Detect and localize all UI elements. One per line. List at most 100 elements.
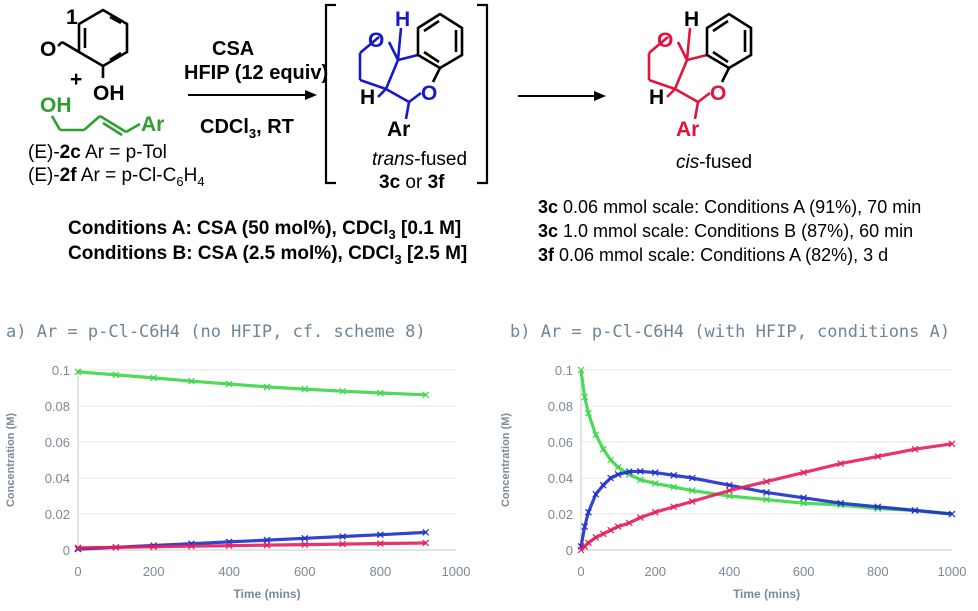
data-point [837,499,845,507]
trans-fused-italic: trans [372,149,415,170]
reagent-hfip: HFIP (12 equiv) [184,62,328,84]
conditions-b-line: Conditions B: CSA (2.5 mol%), CDCl3 [2.5… [68,243,467,267]
data-point [911,445,919,453]
data-point [592,431,600,439]
data-point [581,393,589,401]
data-point [263,536,271,544]
substrate-2f-prefix: (E)- [28,165,60,186]
aldehyde-number-label: 1 [66,6,78,29]
x-tick-label: 400 [719,564,741,579]
conditions-a-text: CSA (50 mol%), CDCl [192,218,389,239]
data-point [725,487,733,495]
data-point [763,478,770,486]
x-axis-label: Time (mins) [233,587,300,601]
data-point [422,539,430,547]
data-point [874,452,882,460]
salicylaldehyde-structure [57,8,129,78]
data-point [339,540,347,548]
substrate-2c-prefix: (E)- [28,142,60,163]
cis-oxygen-1: O [657,29,673,52]
substrate-2c-text: Ar = p-Tol [81,142,167,163]
data-point [625,468,633,476]
reaction-arrow-1 [188,90,317,100]
data-point [599,481,607,489]
data-point [225,542,233,550]
data-point [263,541,271,549]
data-point [763,496,770,504]
solvent-tail: , RT [256,116,294,138]
trans-ar-label: Ar [387,118,410,141]
chart-b-title: b) Ar = p-Cl-C6H4 (with HFIP, conditions… [510,322,951,342]
data-point [607,456,615,464]
data-point [112,371,120,379]
data-point [911,506,919,514]
conditions-b-sub: 3 [395,252,402,267]
alkenol-structure [50,114,141,137]
data-point [301,541,309,549]
cis-fused-structure [647,27,711,120]
cis-hydrogen-1: H [684,8,699,31]
chart-b: 0 0.02 0.04 0.06 0.08 0.1 0 200 400 600 800 1000 Tim… [500,363,966,601]
x-tick-label: 600 [294,564,316,579]
data-point [422,391,430,399]
data-point [339,387,347,395]
data-point [301,385,309,393]
conditions-b-label: Conditions B: [68,243,193,264]
data-point [614,463,622,471]
data-point [584,539,592,547]
y-tick-label: 0.06 [548,435,573,450]
data-point [636,476,644,484]
data-point [651,508,659,516]
cis-fused-rest: -fused [699,152,752,173]
conditions-b-tail: [2.5 M] [402,243,467,264]
cis-ar-label: Ar [676,118,699,141]
data-point [422,528,430,536]
series-line-3 [77,541,426,550]
substrate-2f-sub6: 6 [176,174,183,189]
solvent-text: CDCl [200,116,249,138]
x-tick-label: 200 [143,564,165,579]
y-tick-label: 0.02 [548,507,573,522]
data-point [625,519,633,527]
result-line-2: 3c 1.0 mmol scale: Conditions B (87%), 6… [538,221,913,241]
data-point [592,490,600,498]
trans-hydrogen-1: H [395,8,410,31]
y-tick-label: 0.02 [45,507,70,522]
data-point [187,377,195,385]
solvent-line: CDCl3, RT [200,116,294,141]
trans-benzene-ring [416,12,464,83]
data-point [599,530,607,538]
trans-compound-or: or [400,172,427,193]
reagent-csa: CSA [212,38,254,60]
trans-compound-a: 3c [379,172,401,193]
y-tick-label: 0 [566,543,573,558]
data-point [607,526,615,534]
chart-a: 0 0.02 0.04 0.06 0.08 0.1 0 200 400 600 800 1000 Tim… [5,363,470,601]
cis-oxygen-2: O [710,82,726,105]
y-axis-label: Concentration (M) [5,413,17,507]
data-point [577,366,585,374]
series-line-1 [77,370,426,397]
data-point [584,409,592,417]
y-tick-label: 0.08 [45,399,70,414]
trans-compound-b: 3f [428,172,446,193]
data-point [150,543,158,551]
y-tick-label: 0 [63,543,70,558]
substrate-2c-number: 2c [60,142,82,163]
data-point [688,474,696,482]
y-tick-label: 0.08 [548,399,573,414]
x-tick-label: 800 [370,564,392,579]
substrate-2c-line: (E)-2c Ar = p-Tol [28,142,167,163]
conditions-a-tail: [0.1 M] [396,218,461,239]
alkenol-oh-label: OH [40,94,72,117]
result-1-text: 0.06 mmol scale: Conditions A (91%), 70 … [558,197,921,217]
data-point [636,514,644,522]
reaction-arrow-2 [518,91,606,101]
data-point [800,469,808,477]
data-point [74,368,82,376]
data-point [948,440,956,448]
x-tick-label: 600 [793,564,815,579]
substrate-2f-sub4: 4 [197,174,204,189]
trans-compound-line: 3c or 3f [379,172,445,193]
data-point [670,471,678,479]
